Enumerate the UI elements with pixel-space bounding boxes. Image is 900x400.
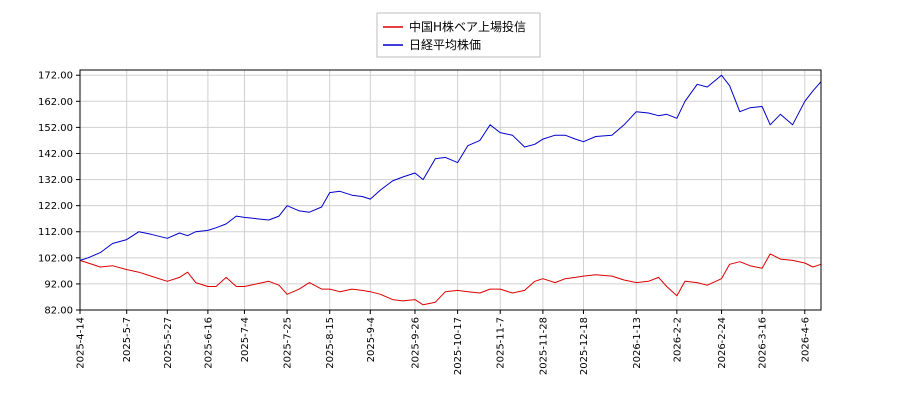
x-tick-label: 2026-2-24 (717, 317, 728, 369)
plot-area-frame (79, 69, 822, 311)
y-tick-label: 142.00 (38, 149, 73, 160)
x-tick-label: 2025-5-7 (122, 317, 133, 362)
x-tick-label: 2025-12-18 (579, 317, 590, 375)
x-tick-label: 2025-7-25 (283, 317, 294, 369)
y-tick-label: 132.00 (38, 175, 73, 186)
x-tick-label: 2025-11-7 (496, 317, 507, 369)
y-tick-label: 102.00 (38, 253, 73, 264)
x-tick-label: 2025-5-27 (163, 317, 174, 369)
y-tick-label: 112.00 (38, 227, 73, 238)
x-tick-label: 2026-4-6 (800, 317, 811, 362)
x-tick-label: 2026-1-13 (632, 317, 643, 369)
legend-label-bear-etf: 中国H株ベア上場投信 (409, 19, 526, 34)
legend: 中国H株ベア上場投信 日経平均株価 (376, 12, 541, 58)
series-line-nikkei (79, 74, 822, 261)
x-axis-ticks: 2025-4-14 2025-5-7 2025-5-27 2025-6-16 2025-… (76, 310, 811, 375)
x-tick-label: 2025-4-14 (76, 317, 87, 369)
x-tick-label: 2025-9-4 (366, 317, 377, 362)
y-tick-label: 162.00 (38, 97, 73, 108)
x-tick-label: 2026-3-16 (758, 317, 769, 369)
grid (79, 70, 821, 311)
legend-box (376, 12, 541, 58)
series-lines (79, 74, 822, 306)
x-tick-label: 2025-11-28 (538, 317, 549, 375)
y-tick-label: 92.00 (44, 279, 73, 290)
y-tick-label: 122.00 (38, 201, 73, 212)
y-tick-label: 152.00 (38, 123, 73, 134)
y-tick-label: 82.00 (44, 306, 73, 317)
series-line-bear-etf (79, 253, 822, 306)
x-tick-label: 2025-10-17 (453, 317, 464, 375)
y-axis-ticks: 82.00 92.00 102.00 112.00 122.00 132.00 142.00… (38, 71, 80, 317)
x-tick-label: 2025-6-16 (203, 317, 214, 369)
y-tick-label: 172.00 (38, 71, 73, 82)
x-tick-label: 2026-2-2 (672, 317, 683, 362)
legend-label-nikkei: 日経平均株価 (409, 37, 481, 52)
x-tick-label: 2025-7-4 (240, 317, 251, 362)
x-tick-label: 2025-8-15 (325, 317, 336, 369)
x-tick-label: 2025-9-26 (410, 317, 421, 369)
